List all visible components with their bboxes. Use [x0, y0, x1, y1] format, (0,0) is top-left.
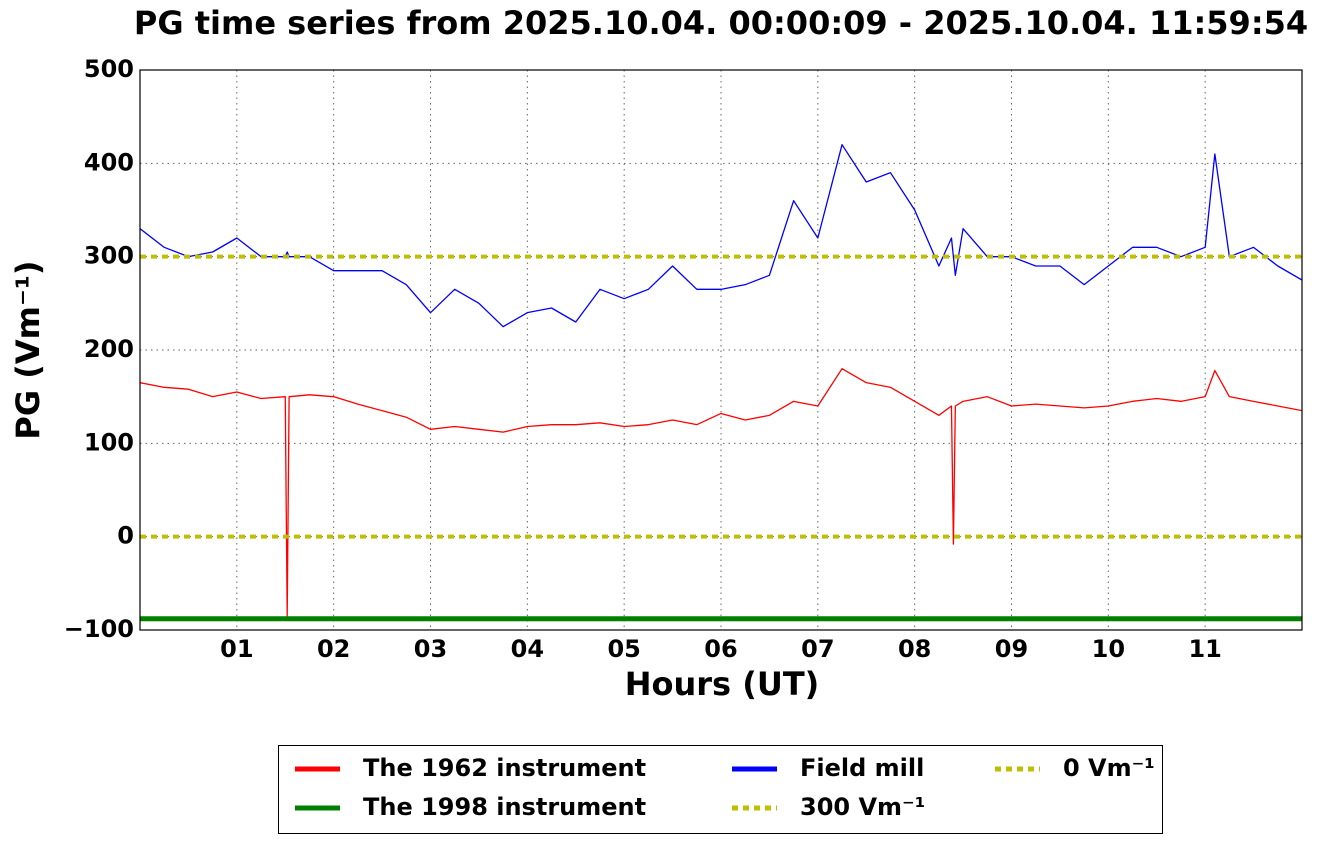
legend-label: The 1998 instrument	[363, 793, 646, 821]
x-tick-label: 11	[1188, 635, 1221, 663]
x-tick-label: 01	[220, 635, 253, 663]
x-tick-label: 09	[995, 635, 1028, 663]
y-tick-label: 200	[84, 335, 134, 363]
y-tick-label: 100	[84, 428, 134, 456]
x-tick-label: 04	[511, 635, 544, 663]
y-tick-label: 400	[84, 148, 134, 176]
x-tick-label: 03	[414, 635, 447, 663]
x-tick-label: 07	[801, 635, 834, 663]
y-tick-label: 500	[84, 55, 134, 83]
x-tick-label: 05	[607, 635, 640, 663]
x-axis-label: Hours (UT)	[625, 665, 820, 703]
legend-label: The 1962 instrument	[363, 754, 646, 782]
legend-box	[278, 745, 1163, 834]
x-tick-label: 10	[1092, 635, 1125, 663]
plot-frame	[139, 69, 1303, 631]
data-line	[140, 368, 1302, 617]
legend-label: 300 Vm⁻¹	[800, 793, 925, 821]
legend-label: 0 Vm⁻¹	[1063, 754, 1155, 782]
legend-label: Field mill	[800, 754, 924, 782]
y-tick-label: −100	[64, 615, 134, 643]
x-tick-label: 08	[898, 635, 931, 663]
y-tick-label: 300	[84, 242, 134, 270]
x-tick-label: 02	[317, 635, 350, 663]
y-axis-label: PG (Vm⁻¹)	[9, 260, 47, 439]
x-tick-label: 06	[704, 635, 737, 663]
y-tick-label: 0	[117, 522, 134, 550]
chart-title: PG time series from 2025.10.04. 00:00:09…	[134, 4, 1308, 42]
